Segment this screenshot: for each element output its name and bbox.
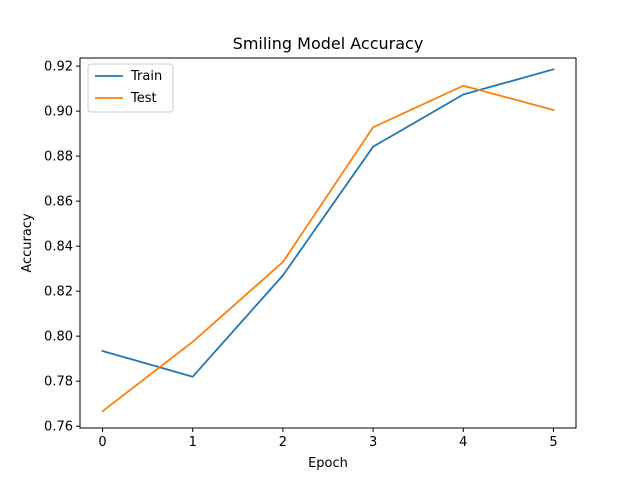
y-tick-label: 0.86	[44, 195, 73, 210]
x-tick-label: 4	[459, 435, 467, 450]
legend: Train Test	[87, 63, 174, 113]
legend-label-train: Train	[130, 69, 162, 84]
x-tick-label: 0	[98, 435, 106, 450]
y-axis-label: Accuracy	[20, 213, 35, 273]
y-tick-label: 0.88	[44, 150, 73, 165]
y-tick-label: 0.84	[44, 240, 73, 255]
legend-label-test: Test	[130, 91, 157, 106]
x-tick-label: 2	[279, 435, 287, 450]
x-axis-label: Epoch	[308, 456, 348, 471]
series-lines	[101, 68, 555, 413]
plot-frame	[79, 57, 577, 429]
y-tick-label: 0.90	[44, 105, 73, 120]
y-tick-label: 0.78	[44, 375, 73, 390]
plot-area	[79, 57, 577, 429]
y-tick-label: 0.76	[44, 420, 73, 435]
x-tick-label: 5	[549, 435, 557, 450]
chart-title: Smiling Model Accuracy	[233, 34, 424, 53]
x-tick-label: 3	[369, 435, 377, 450]
series-line-test	[101, 84, 555, 413]
y-tick-label: 0.92	[44, 60, 73, 75]
y-tick-label: 0.82	[44, 285, 73, 300]
x-axis: 0 1 2 3 4 5	[98, 428, 558, 450]
x-tick-label: 1	[189, 435, 197, 450]
y-tick-label: 0.80	[44, 330, 73, 345]
y-axis: 0.76 0.78 0.80 0.82 0.84 0.86 0.88 0.90 0.92	[44, 60, 80, 435]
